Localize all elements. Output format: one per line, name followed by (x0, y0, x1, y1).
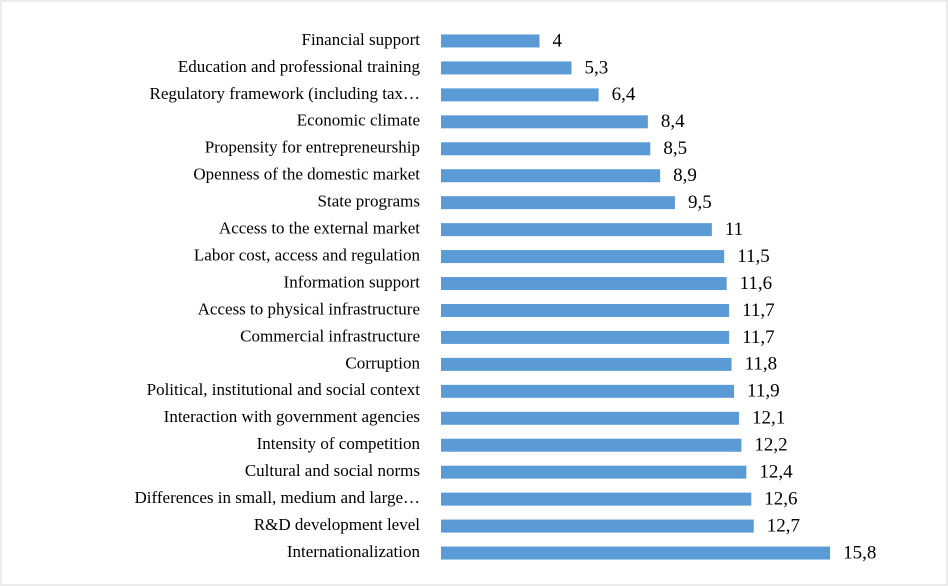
value-label: 11,9 (747, 381, 780, 402)
category-label: Regulatory framework (including tax… (149, 84, 420, 103)
category-label: Differences in small, medium and large… (135, 488, 420, 507)
value-label: 8,5 (663, 138, 687, 159)
category-label: Propensity for entrepreneurship (205, 138, 420, 157)
value-label: 11 (725, 219, 743, 240)
value-label: 12,4 (759, 462, 793, 483)
category-label: Economic climate (297, 111, 420, 130)
bar (441, 438, 742, 452)
category-label: Information support (284, 272, 421, 291)
value-label: 11,7 (742, 300, 775, 321)
bar (441, 277, 727, 291)
bar (441, 384, 735, 398)
bar (441, 34, 540, 48)
value-label: 11,6 (740, 273, 773, 294)
value-label: 9,5 (688, 192, 712, 213)
category-label: Access to the external market (219, 219, 420, 238)
bar (441, 88, 599, 102)
value-label: 15,8 (843, 542, 876, 563)
value-label: 8,4 (661, 111, 685, 132)
bar (441, 330, 730, 344)
value-label: 11,7 (742, 327, 775, 348)
category-label: Labor cost, access and regulation (194, 245, 421, 264)
category-label: Interaction with government agencies (164, 407, 420, 426)
category-label: Cultural and social norms (245, 461, 420, 480)
bar (441, 546, 831, 560)
bar (441, 465, 747, 479)
value-label: 12,6 (764, 488, 797, 509)
bar (441, 250, 725, 264)
bar (441, 519, 754, 533)
category-label: Political, institutional and social cont… (147, 380, 421, 399)
value-label: 11,5 (737, 246, 770, 267)
value-label: 6,4 (612, 84, 636, 105)
bar (441, 357, 732, 371)
category-label: Intensity of competition (257, 434, 421, 453)
value-label: 12,1 (752, 408, 785, 429)
category-label: Openness of the domestic market (193, 165, 420, 184)
category-label: Corruption (345, 353, 420, 372)
bar (441, 61, 572, 75)
value-label: 4 (553, 30, 563, 51)
category-label: R&D development level (254, 515, 420, 534)
bar (441, 223, 712, 237)
bar (441, 196, 675, 210)
value-label: 12,2 (754, 435, 787, 456)
bar (441, 303, 730, 317)
value-label: 5,3 (585, 57, 609, 78)
category-label: Education and professional training (178, 57, 421, 76)
bar (441, 142, 651, 156)
category-label: Commercial infrastructure (240, 326, 420, 345)
bar (441, 115, 648, 129)
bar (441, 411, 739, 425)
category-label: Financial support (301, 30, 420, 49)
category-label: Access to physical infrastructure (198, 299, 420, 318)
bar (441, 169, 661, 183)
category-label: Internationalization (287, 542, 421, 561)
value-label: 8,9 (673, 165, 697, 186)
category-label: State programs (318, 192, 420, 211)
value-label: 12,7 (767, 515, 800, 536)
value-label: 11,8 (745, 354, 778, 375)
bar (441, 492, 752, 506)
